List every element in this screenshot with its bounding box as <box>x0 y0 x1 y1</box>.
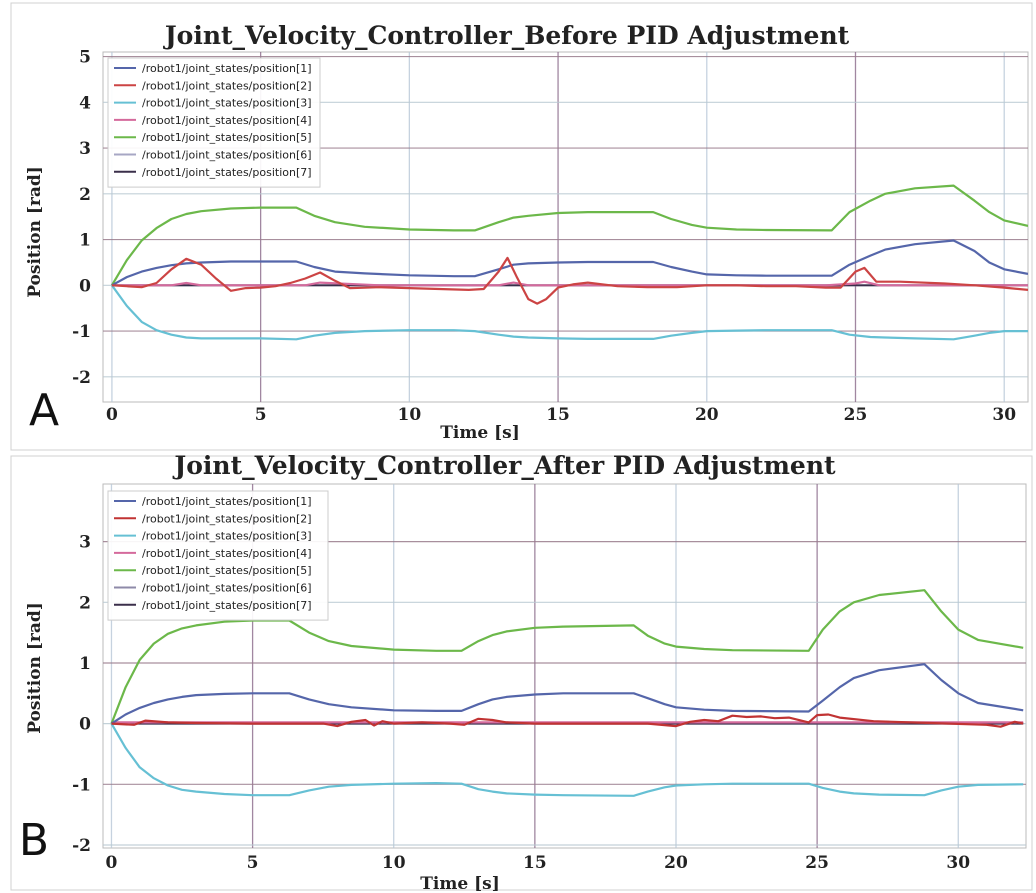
legend-entry-label: /robot1/joint_states/position[5] <box>142 564 312 577</box>
series-line-position-1 <box>110 663 1024 725</box>
y-tick-label: 1 <box>79 654 91 674</box>
y-tick-label: 0 <box>79 715 91 735</box>
series-line-position-1 <box>111 239 1028 287</box>
legend-entry-label: /robot1/joint_states/position[6] <box>142 582 312 595</box>
legend-entry-label: /robot1/joint_states/position[1] <box>142 495 312 508</box>
y-tick-label: 2 <box>79 593 91 613</box>
series-line-position-5 <box>110 589 1024 724</box>
x-axis-label: Time [s] <box>420 874 500 893</box>
x-tick-label: 0 <box>106 853 118 873</box>
x-tick-label: 0 <box>106 405 118 425</box>
legend-entry-label: /robot1/joint_states/position[7] <box>142 599 312 612</box>
legend-box <box>107 490 329 621</box>
y-tick-label: -1 <box>72 775 91 795</box>
x-tick-label: 20 <box>664 853 688 873</box>
chart-title: Joint_Velocity_Controller_After PID Adju… <box>172 451 836 480</box>
x-tick-label: 10 <box>398 405 422 425</box>
x-tick-label: 15 <box>523 853 547 873</box>
x-tick-label: 10 <box>382 853 406 873</box>
y-tick-label: 3 <box>79 533 91 553</box>
x-tick-label: 5 <box>255 405 267 425</box>
legend-entry-label: /robot1/joint_states/position[4] <box>142 114 312 127</box>
legend-box <box>107 57 321 188</box>
chart-panel-a: 0 5 10 15 20 25 30 -2 -1 0 1 2 3 4 5 Joint_Velocity_Con… <box>25 21 1029 443</box>
panel-a-frame <box>10 2 1033 451</box>
panel-letter: A <box>29 385 59 436</box>
series-line-position-5 <box>110 184 1028 286</box>
legend-entry-label: /robot1/joint_states/position[7] <box>142 166 312 179</box>
series-line-position-4 <box>111 280 1028 287</box>
y-tick-label: 2 <box>79 185 91 205</box>
y-tick-label: 0 <box>79 276 91 296</box>
x-tick-label: 5 <box>247 853 259 873</box>
legend-entry-label: /robot1/joint_states/position[2] <box>142 79 312 92</box>
legend-entry-label: /robot1/joint_states/position[6] <box>142 149 312 162</box>
y-axis-label: Position [rad] <box>25 166 45 298</box>
y-axis-label: Position [rad] <box>25 602 45 734</box>
x-tick-label: 15 <box>546 405 570 425</box>
x-tick-label: 30 <box>946 853 970 873</box>
x-tick-label: 30 <box>992 405 1016 425</box>
x-axis-label: Time [s] <box>440 423 520 443</box>
legend-entry-label: /robot1/joint_states/position[4] <box>142 547 312 560</box>
legend-entry-label: /robot1/joint_states/position[3] <box>142 97 312 110</box>
y-tick-label: 5 <box>79 48 91 68</box>
y-tick-label: -2 <box>72 836 91 856</box>
chart-title: Joint_Velocity_Controller_Before PID Adj… <box>163 21 850 50</box>
y-tick-label: -2 <box>72 368 91 388</box>
x-tick-label: 25 <box>805 853 829 873</box>
panel-letter: B <box>19 815 49 866</box>
legend-entry-label: /robot1/joint_states/position[1] <box>142 62 312 75</box>
chart-panel-b: 0 5 10 15 20 25 30 -2 -1 0 1 2 3 Joint_Velocity_Contr… <box>19 451 1027 893</box>
panel-b-frame <box>10 455 1033 891</box>
y-tick-label: 4 <box>79 93 91 113</box>
x-tick-label: 20 <box>695 405 719 425</box>
series-line-position-2 <box>111 256 1028 305</box>
legend-entry-label: /robot1/joint_states/position[3] <box>142 530 312 543</box>
y-tick-label: 1 <box>79 231 91 251</box>
series-line-position-3 <box>110 723 1024 797</box>
series-line-position-3 <box>111 284 1028 341</box>
legend-entry-label: /robot1/joint_states/position[5] <box>142 131 312 144</box>
y-tick-label: 3 <box>79 139 91 159</box>
legend-entry-label: /robot1/joint_states/position[2] <box>142 512 312 525</box>
x-tick-label: 25 <box>844 405 868 425</box>
series-line-position-2 <box>111 713 1024 728</box>
y-tick-label: -1 <box>72 322 91 342</box>
